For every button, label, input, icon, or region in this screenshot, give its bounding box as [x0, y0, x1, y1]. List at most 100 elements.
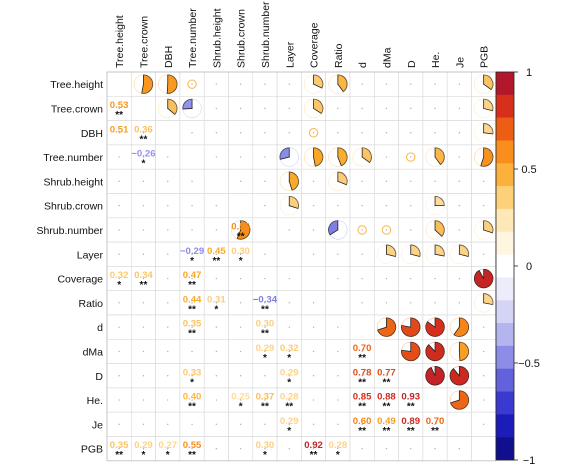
cell-dot — [434, 423, 436, 426]
cell-dot — [312, 180, 315, 183]
coef-dbh-tree-height: 0.51 — [110, 124, 129, 135]
cell-dot — [118, 132, 120, 134]
cell-dot — [385, 399, 388, 401]
pie-tree-number-ratio — [328, 147, 348, 167]
pie-tree-number-he — [425, 147, 445, 167]
significance-stars: * — [166, 450, 170, 461]
cell-dot — [239, 253, 242, 255]
coef-value: 0.88 — [377, 392, 396, 403]
col-label-shrub-height: Shrub.height — [211, 8, 223, 68]
significance-stars: * — [239, 402, 243, 413]
col-label-coverage: Coverage — [309, 22, 321, 68]
pie-outline — [474, 147, 494, 167]
cell-dot — [142, 204, 145, 207]
colorbar-segment — [496, 208, 514, 233]
significance-stars: ** — [261, 402, 269, 413]
cell-dot — [239, 180, 242, 183]
cell-dot — [312, 229, 315, 231]
significance-stars: ** — [188, 329, 196, 340]
grid-cell — [471, 436, 497, 462]
significance-stars: ** — [358, 402, 366, 413]
cell-dot — [458, 447, 461, 450]
pie-dma-je — [449, 341, 470, 362]
significance-stars: ** — [407, 426, 415, 437]
grid-cell — [349, 314, 375, 340]
cell-dot — [239, 83, 242, 85]
cell-dot — [482, 180, 485, 183]
coef-value: 0.45 — [207, 246, 226, 257]
pie-outline — [425, 317, 445, 337]
colorbar-tick-label: −1 — [523, 455, 536, 467]
significance-stars: * — [336, 450, 340, 461]
coef-layer-tree-number: −0.29* — [180, 246, 204, 267]
pie-dbh-coverage — [308, 128, 319, 138]
cell-dot — [264, 375, 266, 377]
colorbar-segment — [496, 300, 514, 324]
coef-je-layer: 0.29* — [280, 416, 299, 437]
cell-dot — [337, 204, 339, 207]
cell-dot — [385, 423, 388, 426]
cell-dot — [264, 180, 266, 183]
cell-dot — [385, 375, 388, 377]
pie-shrub-number-ratio — [328, 220, 348, 240]
cell-dot — [167, 180, 169, 183]
pie-layer-dma — [376, 244, 397, 264]
cell-dot — [288, 423, 290, 426]
colorbar-segment — [496, 391, 514, 415]
pie-outline — [474, 123, 494, 143]
variable-axes: Tree.height Tree.height Tree.crown Tree.cro… — [36, 1, 490, 456]
pie-outline — [425, 341, 445, 362]
pie-outline — [279, 196, 299, 216]
cell-dot — [239, 447, 242, 450]
cell-dot — [118, 156, 120, 158]
significance-stars: ** — [261, 329, 269, 340]
significance-stars: ** — [188, 450, 196, 461]
coef-value: 0.31 — [207, 294, 226, 305]
cell-dot — [118, 180, 120, 183]
significance-stars: ** — [140, 134, 148, 145]
weak-circle — [308, 128, 319, 138]
coef-tree-number-tree-crown: −0.26* — [131, 149, 155, 170]
cell-dot — [142, 229, 145, 231]
significance-stars: * — [141, 450, 145, 461]
cell-dot — [215, 229, 218, 231]
cell-dot — [337, 375, 339, 377]
cell-dot — [142, 302, 145, 304]
cell-dot — [191, 375, 193, 377]
cell-dot — [385, 132, 388, 134]
coef-he-dma: 0.88** — [377, 392, 396, 413]
pie-tree-number-coverage — [304, 147, 324, 167]
coef-he-d: 0.85** — [353, 392, 372, 413]
color-legend: 1 0.5 0 −0.5 −1 — [495, 67, 540, 467]
significance-stars: * — [117, 280, 121, 291]
pie-tree-height-tree-number — [187, 79, 197, 89]
pie-outline — [304, 98, 324, 118]
pie-tree-height-coverage — [304, 74, 324, 94]
pie-outline — [474, 74, 494, 94]
grid-cell — [325, 290, 351, 316]
significance-stars: ** — [407, 402, 415, 413]
cell-dot — [312, 302, 315, 304]
colorbar-segment — [496, 277, 514, 301]
cell-dot — [167, 277, 169, 280]
cell-dot — [142, 447, 145, 450]
pie-outline — [401, 244, 421, 264]
coef-value: 0.78 — [353, 367, 372, 378]
pie-layer-d — [401, 244, 421, 264]
coef-pgb-tree-number: 0.55** — [183, 440, 202, 461]
cell-dot — [142, 277, 145, 280]
correlation-grid — [106, 71, 497, 462]
cell-dot — [410, 204, 412, 207]
cell-dot — [361, 253, 363, 255]
pie-outline — [425, 220, 445, 240]
grid-cell — [179, 144, 205, 170]
pie-outline — [401, 341, 421, 362]
col-label-tree-height: Tree.height — [114, 15, 126, 68]
cell-dot — [385, 180, 388, 183]
pie-outline — [158, 74, 178, 94]
coef-value: 0.29 — [280, 416, 299, 427]
pie-tree-height-pgb — [474, 74, 494, 94]
cell-dot — [191, 326, 193, 328]
cell-dot — [361, 229, 363, 231]
row-label-layer: Layer — [77, 249, 104, 261]
